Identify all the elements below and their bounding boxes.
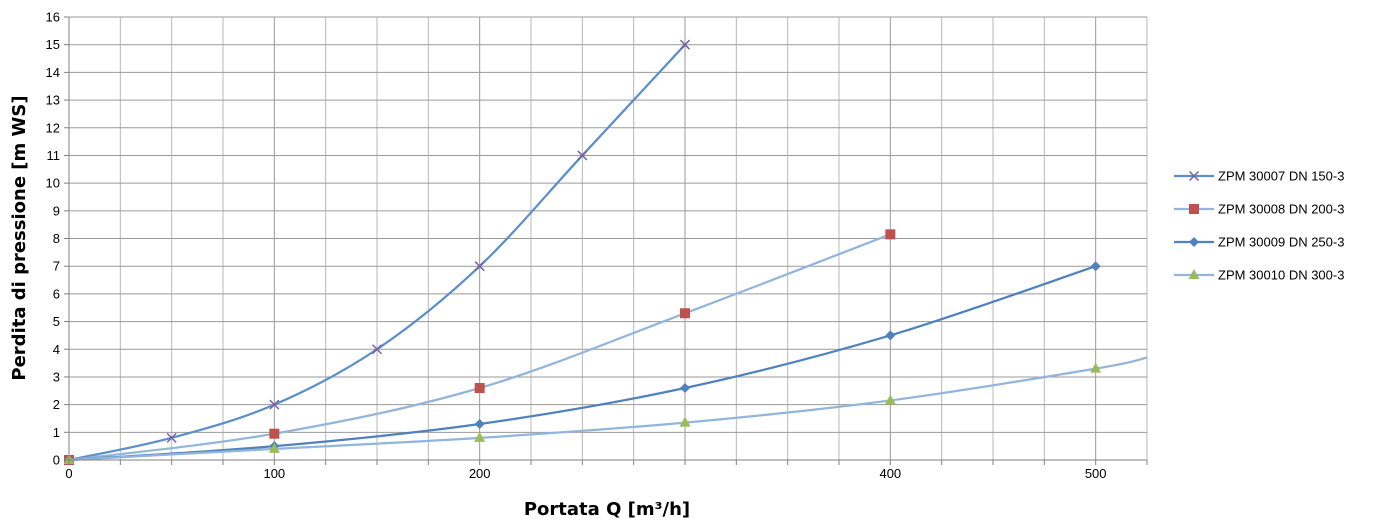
marker-stroke	[474, 261, 485, 272]
data-point	[1090, 261, 1101, 272]
data-point	[679, 39, 691, 50]
y-tick-label: 12	[46, 120, 60, 135]
y-tick-label: 4	[53, 342, 60, 357]
x-tick-label: 500	[1085, 466, 1107, 481]
marker-stroke	[166, 432, 177, 443]
data-point	[268, 442, 280, 453]
data-point	[474, 431, 486, 442]
data-point	[269, 428, 280, 439]
legend-entry-3: ZPM 30009 DN 250-3	[1174, 235, 1344, 250]
marker-stroke	[577, 150, 588, 161]
y-tick-label: 15	[46, 37, 60, 52]
legend-entry-2: ZPM 30008 DN 200-3	[1174, 202, 1344, 217]
data-point	[269, 399, 280, 410]
legend-label: ZPM 30008 DN 200-3	[1218, 202, 1344, 217]
y-tick-label: 0	[53, 453, 60, 468]
legend-marker	[1189, 204, 1199, 214]
marker-stroke	[1188, 170, 1200, 182]
x-tick-label: 200	[469, 466, 491, 481]
legend-marker	[1188, 269, 1200, 279]
y-tick-label: 10	[46, 176, 60, 191]
data-point	[885, 330, 896, 341]
marker-stroke	[269, 399, 280, 410]
legend-label: ZPM 30009 DN 250-3	[1218, 235, 1344, 250]
series-layer	[63, 39, 1148, 466]
series-4	[63, 356, 1148, 464]
legend: ZPM 30007 DN 150-3 ZPM 30008 DN 200-3 ZPM …	[1174, 169, 1344, 283]
y-tick-label: 13	[46, 93, 60, 108]
y-tick-label: 7	[53, 259, 60, 274]
data-point	[679, 416, 691, 427]
x-tick-label: 0	[65, 466, 72, 481]
x-tick-label: 100	[263, 466, 285, 481]
x-tick-label: 400	[879, 466, 901, 481]
y-tick-label: 16	[46, 10, 60, 25]
legend-label: ZPM 30007 DN 150-3	[1218, 169, 1344, 184]
grid	[69, 16, 1148, 460]
legend-marker	[1188, 170, 1200, 182]
data-point	[1090, 362, 1102, 373]
y-tick-label: 2	[53, 397, 60, 412]
y-tick-label: 9	[53, 203, 60, 218]
y-tick-label: 6	[53, 286, 60, 301]
data-point	[884, 394, 896, 405]
marker-stroke	[371, 344, 383, 355]
y-tick-label: 8	[53, 231, 60, 246]
data-point	[474, 261, 485, 272]
y-tick-label: 1	[53, 425, 60, 440]
marker-stroke	[679, 39, 691, 50]
y-tick-label: 11	[47, 148, 61, 163]
data-point	[474, 383, 485, 394]
data-point	[166, 432, 177, 443]
y-tick-label: 14	[46, 65, 60, 80]
data-point	[885, 229, 896, 240]
data-point	[371, 344, 383, 355]
series-line	[68, 265, 1097, 462]
legend-entry-1: ZPM 30007 DN 150-3	[1174, 169, 1344, 184]
data-point	[474, 419, 485, 430]
legend-label: ZPM 30010 DN 300-3	[1218, 268, 1344, 283]
x-axis-title: Portata Q [m³/h]	[524, 499, 690, 520]
data-point	[577, 150, 588, 161]
data-point	[680, 308, 690, 319]
y-axis-title: Perdita di pressione [m WS]	[9, 95, 30, 380]
y-tick-label: 5	[53, 314, 60, 329]
legend-marker	[1189, 237, 1199, 247]
legend-entry-4: ZPM 30010 DN 300-3	[1174, 268, 1344, 283]
y-tick-label: 3	[53, 369, 60, 384]
data-point	[680, 383, 690, 394]
